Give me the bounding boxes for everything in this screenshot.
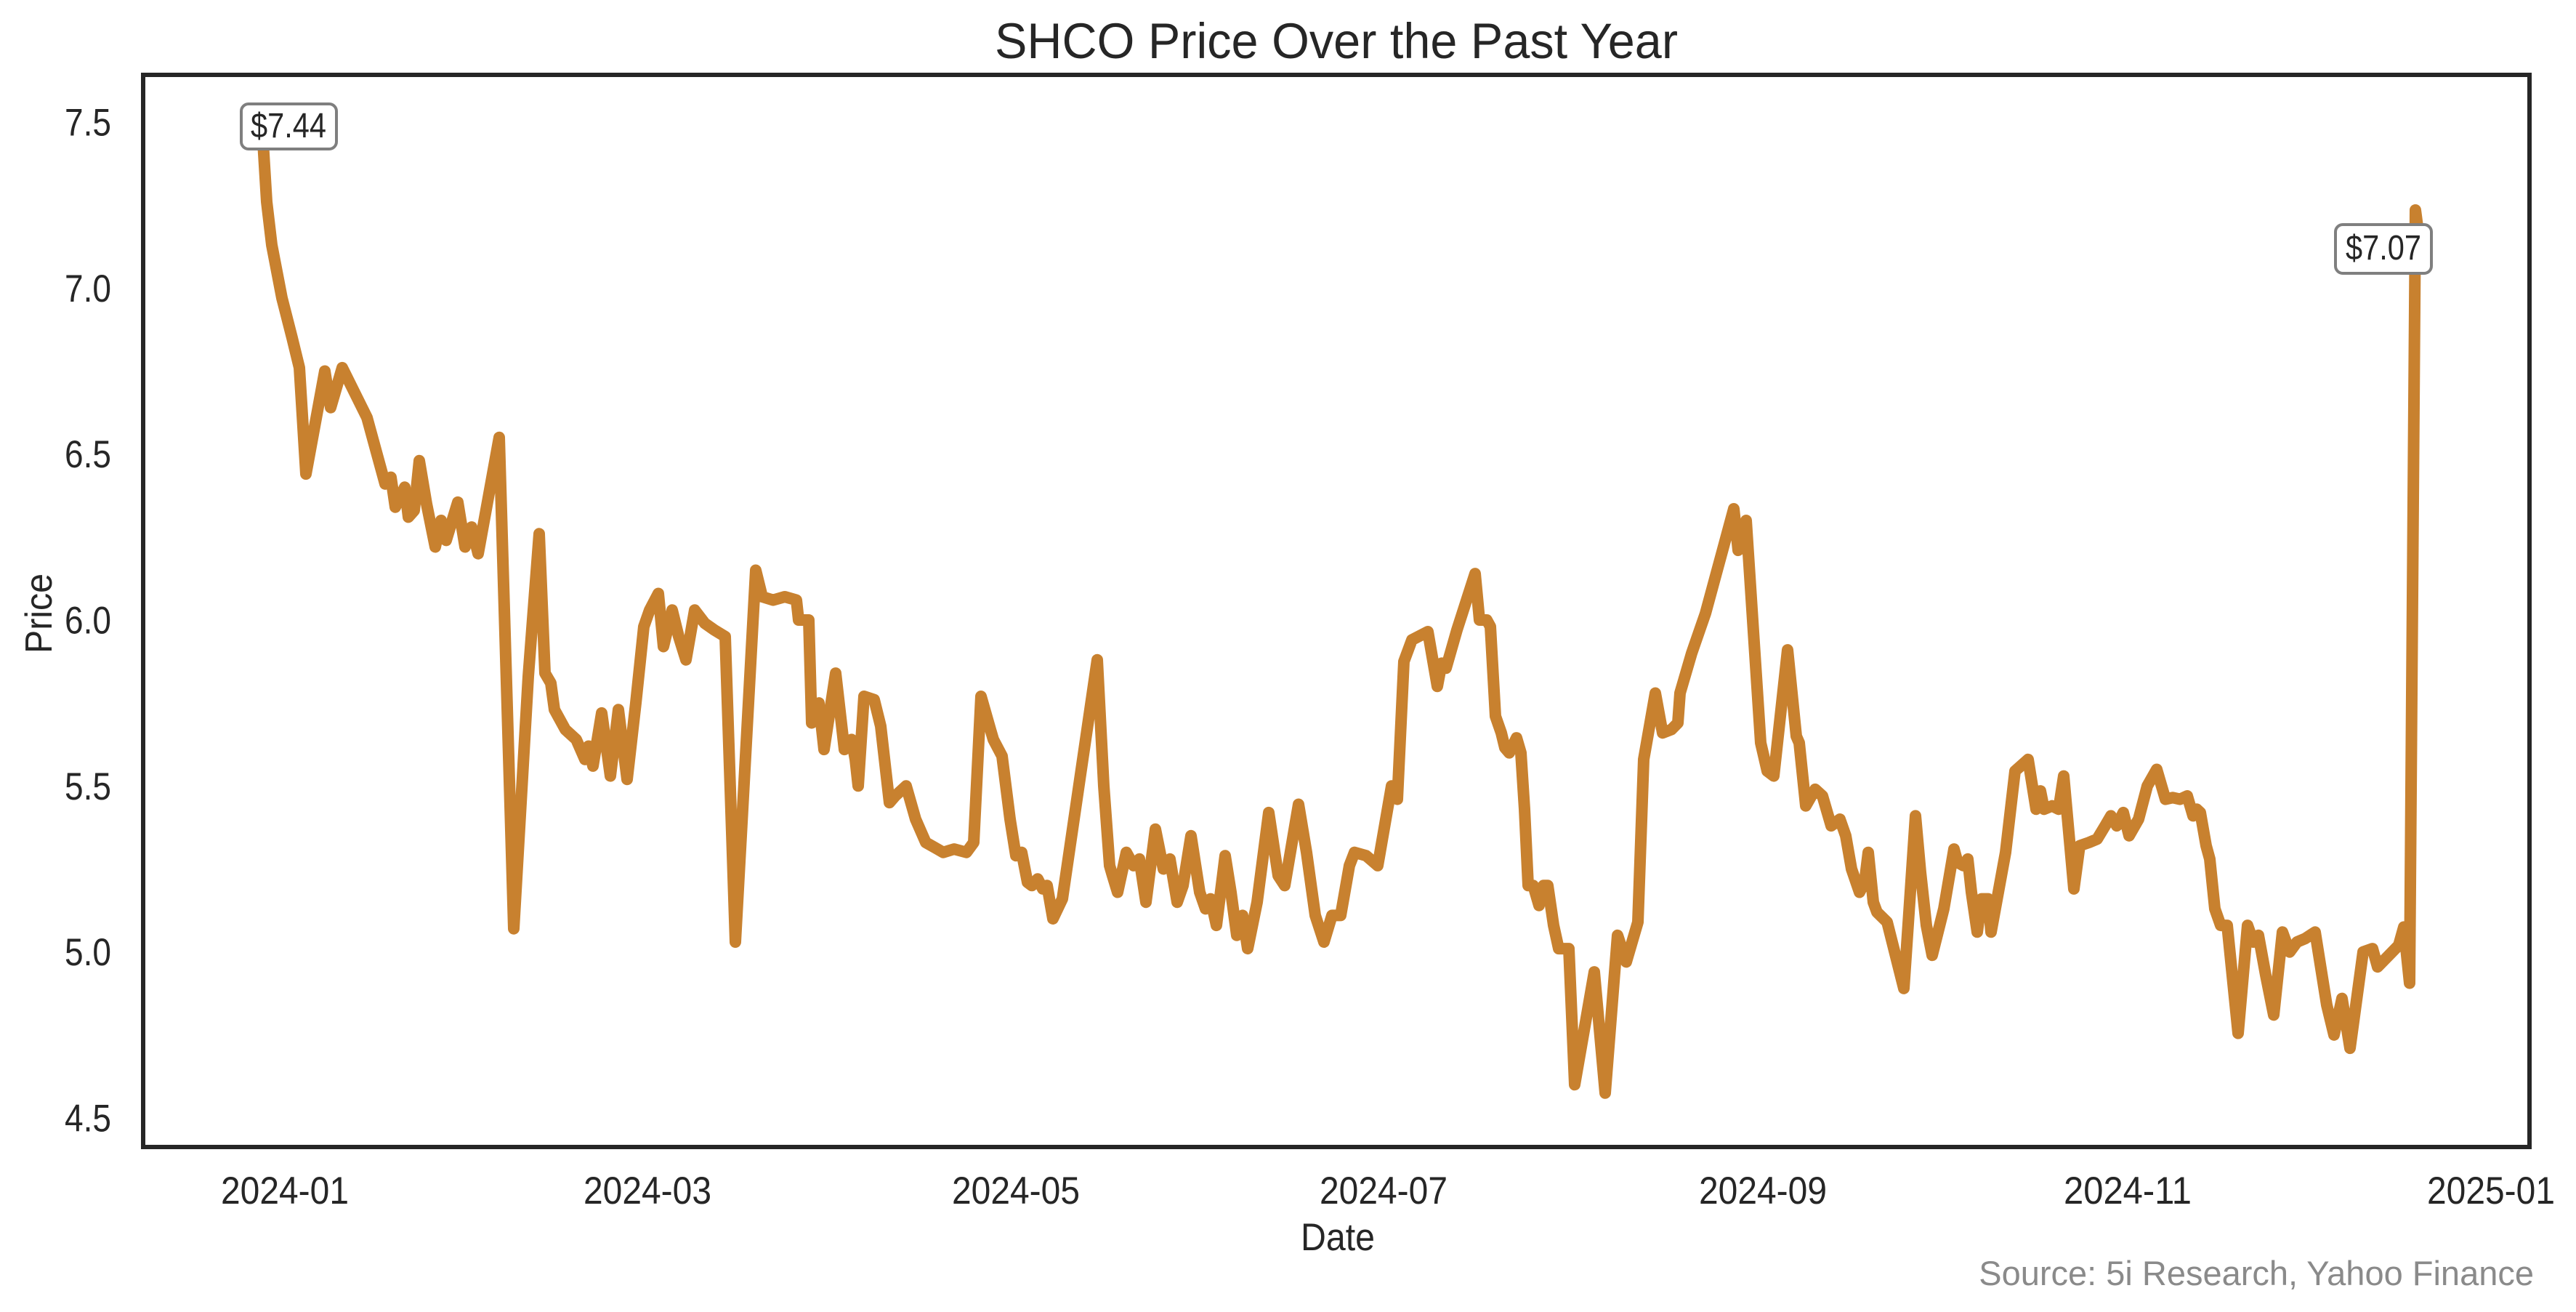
svg-text:Source: 5i Research, Yahoo Fin: Source: 5i Research, Yahoo Finance (1979, 1254, 2534, 1292)
svg-text:7.5: 7.5 (65, 102, 111, 145)
svg-text:5.0: 5.0 (65, 931, 111, 974)
svg-text:2024-07: 2024-07 (1320, 1170, 1448, 1212)
svg-text:2025-01: 2025-01 (2427, 1170, 2555, 1212)
svg-text:2024-05: 2024-05 (952, 1170, 1080, 1212)
svg-text:$7.07: $7.07 (2346, 229, 2421, 267)
svg-text:2024-03: 2024-03 (584, 1170, 711, 1212)
svg-text:5.5: 5.5 (65, 765, 111, 808)
svg-text:SHCO Price Over the Past Year: SHCO Price Over the Past Year (995, 13, 1678, 69)
svg-text:2024-09: 2024-09 (1699, 1170, 1827, 1212)
svg-text:6.5: 6.5 (65, 433, 111, 476)
svg-text:Price: Price (18, 574, 60, 653)
svg-text:2024-01: 2024-01 (221, 1170, 349, 1212)
svg-text:2024-11: 2024-11 (2064, 1170, 2192, 1212)
svg-text:$7.44: $7.44 (251, 107, 326, 145)
svg-text:7.0: 7.0 (65, 267, 111, 310)
svg-text:Date: Date (1301, 1216, 1375, 1259)
svg-text:6.0: 6.0 (65, 600, 111, 643)
svg-text:4.5: 4.5 (65, 1098, 111, 1140)
